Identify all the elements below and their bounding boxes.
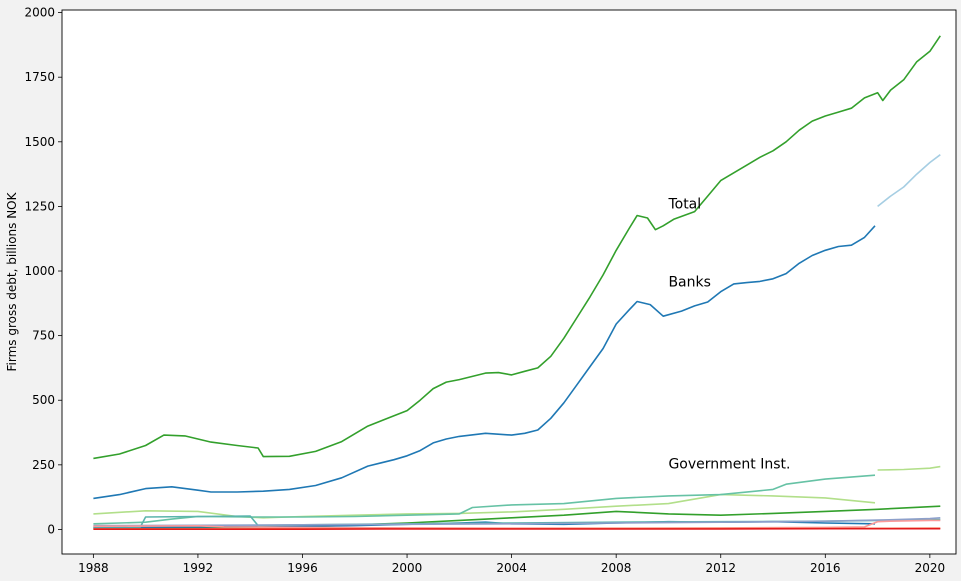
series-line-banks [93, 225, 876, 500]
y-tick-label: 1750 [24, 70, 55, 84]
y-tick-label: 750 [32, 329, 55, 343]
x-tick-label: 1988 [78, 561, 109, 575]
series-line-total [93, 35, 941, 460]
x-tick-label: 2016 [810, 561, 841, 575]
x-tick-label: 2020 [915, 561, 946, 575]
plot-area [62, 10, 956, 554]
series-line-series-6 [877, 465, 941, 471]
y-tick-label: 1000 [24, 264, 55, 278]
y-tick-label: 1250 [24, 199, 55, 213]
y-tick-label: 1500 [24, 135, 55, 149]
y-tick-label: 250 [32, 458, 55, 472]
y-axis-title: Firms gross debt, billions NOK [5, 191, 19, 371]
annotation-label: Total [667, 196, 701, 212]
x-tick-label: 2012 [705, 561, 736, 575]
annotation-layer: Total Banks Government Inst. [667, 196, 790, 472]
annotation-label: Banks [668, 274, 710, 290]
annotation-label: Government Inst. [668, 457, 790, 473]
series-line-series-10 [93, 517, 941, 527]
y-tick-label: 500 [32, 393, 55, 407]
axes-layer: 1988 1992 1996 2000 2004 2008 2012 2016 2020 0 250… [24, 6, 945, 575]
series-line-total-est [877, 154, 941, 208]
x-tick-label: 2000 [392, 561, 423, 575]
y-tick-label: 0 [47, 522, 55, 536]
x-tick-label: 2004 [496, 561, 527, 575]
series-line-series-13 [93, 527, 941, 531]
series-layer [93, 35, 941, 531]
x-tick-label: 2008 [601, 561, 632, 575]
x-tick-label: 1992 [183, 561, 214, 575]
plot-frame [61, 9, 957, 555]
y-tick-label: 2000 [24, 6, 55, 20]
x-tick-label: 1996 [287, 561, 318, 575]
